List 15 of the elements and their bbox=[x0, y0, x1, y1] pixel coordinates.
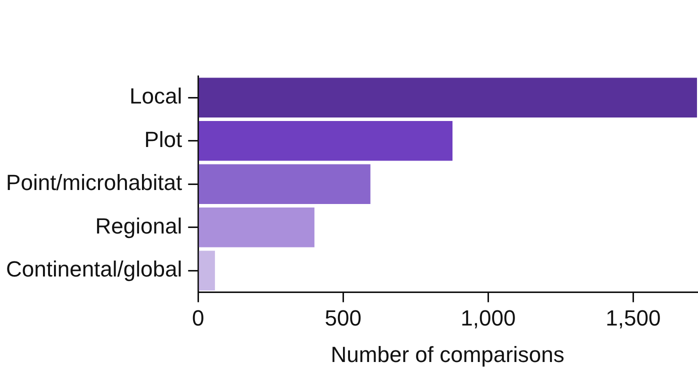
x-tick-label: 0 bbox=[192, 305, 204, 330]
bar bbox=[198, 78, 697, 118]
x-axis-title: Number of comparisons bbox=[330, 342, 564, 367]
x-tick-label: 1,000 bbox=[460, 305, 516, 330]
y-tick-label: Local bbox=[130, 84, 182, 109]
y-tick-label: Regional bbox=[95, 213, 182, 238]
bar bbox=[198, 207, 314, 248]
bar bbox=[198, 120, 452, 161]
bar bbox=[198, 250, 215, 290]
x-tick-label: 1,500 bbox=[606, 305, 661, 330]
x-tick-label: 500 bbox=[324, 305, 362, 330]
bar bbox=[198, 164, 370, 204]
y-tick-label: Point/microhabitat bbox=[6, 170, 182, 196]
y-tick-label: Plot bbox=[144, 126, 182, 152]
y-tick-label: Continental/global bbox=[6, 256, 182, 282]
